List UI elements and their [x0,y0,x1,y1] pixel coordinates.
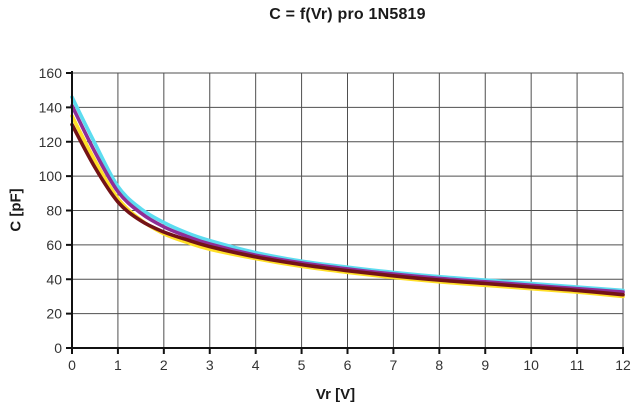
x-tick-label: 10 [523,357,539,373]
x-tick-label: 1 [114,357,122,373]
x-tick-label: 4 [252,357,260,373]
y-tick-label: 40 [46,271,62,287]
y-tick-label: 160 [39,65,63,81]
x-tick-label: 8 [435,357,443,373]
x-tick-label: 7 [390,357,398,373]
y-axis-title: C [pF] [7,188,25,232]
x-tick-label: 9 [481,357,489,373]
x-tick-label: 2 [160,357,168,373]
chart-title: C = f(Vr) pro 1N5819 [269,6,426,23]
y-tick-label: 120 [39,134,63,150]
y-tick-label: 100 [39,168,63,184]
y-tick-label: 20 [46,306,62,322]
y-tick-label: 0 [54,340,62,356]
curve-4-maroon [70,122,625,297]
y-tick-label: 80 [46,203,62,219]
x-tick-label: 3 [206,357,214,373]
x-tick-label: 5 [298,357,306,373]
x-tick-label: 12 [615,357,631,373]
x-axis-title: Vr [V] [315,386,356,403]
x-tick-label: 0 [68,357,76,373]
y-tick-label: 60 [46,237,62,253]
x-tick-label: 11 [570,357,585,373]
x-tick-label: 6 [344,357,352,373]
y-tick-label: 140 [39,99,63,115]
